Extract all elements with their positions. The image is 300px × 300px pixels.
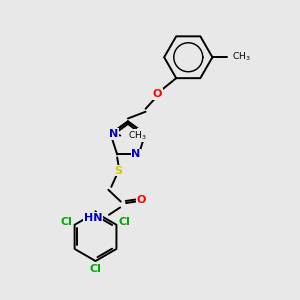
Text: HN: HN	[84, 213, 103, 223]
Text: N: N	[138, 129, 147, 139]
Text: CH$_3$: CH$_3$	[232, 51, 251, 64]
Text: N: N	[109, 129, 118, 139]
Text: Cl: Cl	[119, 217, 130, 227]
Text: Cl: Cl	[60, 217, 72, 227]
Text: Cl: Cl	[90, 264, 101, 274]
Text: N: N	[131, 149, 140, 160]
Text: CH$_3$: CH$_3$	[128, 129, 147, 142]
Text: O: O	[153, 89, 162, 99]
Text: O: O	[136, 195, 146, 205]
Text: S: S	[115, 166, 123, 176]
